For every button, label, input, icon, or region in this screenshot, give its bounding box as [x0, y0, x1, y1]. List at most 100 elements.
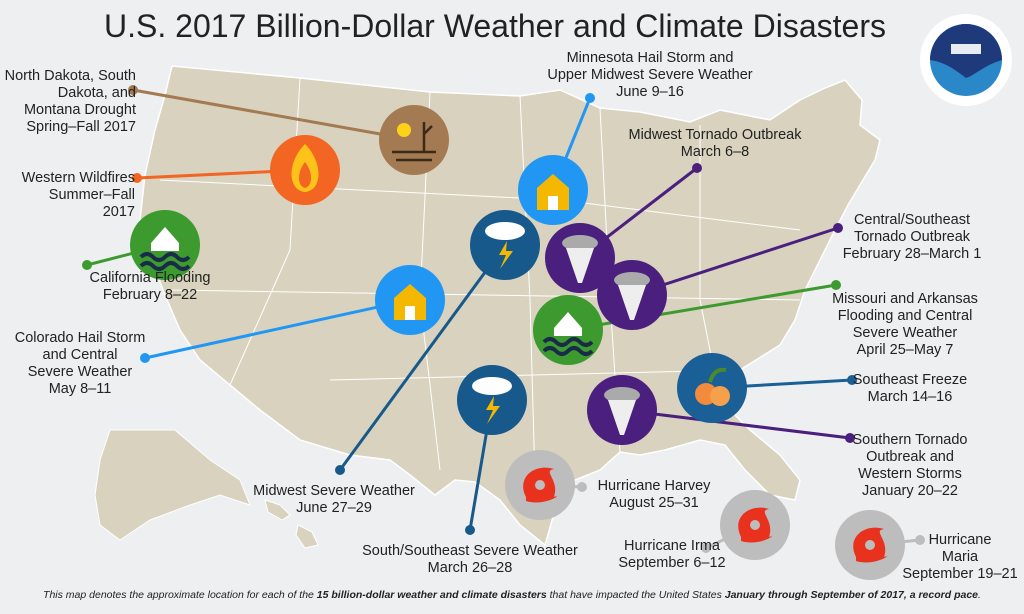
south-se-severe-label: South/Southeast Severe Weather March 26–2…: [362, 543, 578, 577]
label-line: August 25–31: [609, 495, 699, 511]
irma-dot: [701, 543, 711, 553]
central-se-tornado-dot: [833, 223, 843, 233]
label-line: June 27–29: [296, 500, 372, 516]
hawaii: [264, 499, 319, 549]
label-line: Midwest Tornado Outbreak: [628, 127, 802, 143]
harvey-label: Hurricane Harvey August 25–31: [598, 478, 711, 512]
midwest-tornado-tornado-icon[interactable]: [545, 223, 615, 293]
footer-bold: January through September of 2017, a rec…: [724, 589, 979, 601]
label-line: Southern Tornado: [852, 432, 968, 448]
footer-text: .: [978, 589, 981, 601]
midwest-tornado-label: Midwest Tornado Outbreak March 6–8: [628, 127, 801, 161]
colorado-hail-connector: [144, 298, 411, 360]
midwest-tornado-dot: [692, 163, 702, 173]
minnesota-hail-label: Minnesota Hail Storm and Upper Midwest Se…: [547, 50, 752, 101]
label-line: and Central: [42, 347, 118, 363]
california-flooding-flood-icon[interactable]: [130, 210, 200, 280]
page-title: U.S. 2017 Billion-Dollar Weather and Cli…: [104, 8, 886, 44]
label-line: Spring–Fall 2017: [26, 119, 136, 135]
harvey-dot: [577, 482, 587, 492]
california-flooding-dot: [82, 260, 92, 270]
missouri-flooding-label: Missouri and Arkansas Flooding and Centra…: [832, 291, 978, 359]
nd-drought-label: North Dakota, South Dakota, and Montana Dr…: [5, 68, 136, 136]
midwest-severe-label: Midwest Severe Weather June 27–29: [253, 483, 415, 517]
nd-drought-drought-icon[interactable]: [379, 105, 449, 175]
label-line: September 6–12: [618, 555, 726, 571]
label-line: Upper Midwest Severe Weather: [547, 67, 753, 83]
label-line: June 9–16: [616, 84, 684, 100]
southern-tornado-tornado-icon[interactable]: [587, 375, 657, 445]
label-line: Severe Weather: [27, 364, 133, 380]
nd-drought-connector: [132, 88, 415, 142]
southern-tornado-dot: [845, 433, 855, 443]
maria-dot: [915, 535, 925, 545]
label-line: Summer–Fall: [48, 187, 135, 203]
minnesota-hail-dot: [585, 93, 595, 103]
nd-drought-dot: [128, 85, 138, 95]
label-line: Central/Southeast: [853, 212, 971, 228]
label-line: Midwest Severe Weather: [253, 483, 415, 499]
colorado-hail-dot: [140, 353, 150, 363]
label-line: Dakota, and: [57, 85, 136, 101]
label-line: Outbreak and: [866, 449, 954, 465]
midwest-severe-severe-icon[interactable]: [470, 210, 540, 280]
missouri-flooding-dot: [831, 280, 841, 290]
noaa-logo: [920, 14, 1012, 106]
label-line: Flooding and Central: [837, 308, 973, 324]
footer-bold: 15 billion-dollar weather and climate di…: [316, 589, 547, 601]
label-line: Southeast Freeze: [852, 372, 968, 388]
colorado-hail-hail-icon[interactable]: [375, 265, 445, 335]
california-flooding-label: California Flooding February 8–22: [90, 270, 211, 304]
harvey-hurricane-icon[interactable]: [505, 450, 575, 520]
label-line: January 20–22: [862, 483, 958, 499]
label-line: April 25–May 7: [856, 342, 954, 358]
central-se-tornado-label: Central/Southeast Tornado Outbreak Februar…: [843, 212, 982, 263]
se-freeze-dot: [847, 375, 857, 385]
label-line: March 14–16: [867, 389, 953, 405]
label-line: March 6–8: [680, 144, 750, 160]
label-line: 2017: [102, 204, 135, 220]
footer-note: This map denotes the approximate locatio…: [0, 589, 1024, 601]
western-wildfires-wildfire-icon[interactable]: [270, 135, 340, 205]
label-line: Western Wildfires: [21, 170, 135, 186]
label-line: September 19–21: [902, 566, 1018, 582]
label-line: South/Southeast Severe Weather: [362, 543, 578, 559]
label-line: Maria: [941, 549, 979, 565]
colorado-hail-label: Colorado Hail Storm and Central Severe Wea…: [15, 330, 146, 398]
label-line: Hurricane: [928, 532, 992, 548]
irma-hurricane-icon[interactable]: [720, 490, 790, 560]
se-freeze-label: Southeast Freeze March 14–16: [853, 372, 967, 406]
label-line: Minnesota Hail Storm and: [566, 50, 734, 66]
central-se-tornado-tornado-icon[interactable]: [597, 260, 667, 330]
southern-tornado-connector: [621, 408, 851, 440]
label-line: March 26–28: [427, 560, 513, 576]
label-line: California Flooding: [89, 270, 211, 286]
label-line: Tornado Outbreak: [853, 229, 971, 245]
maria-label: Hurricane Maria September 19–21: [902, 532, 1017, 583]
se-freeze-freeze-icon[interactable]: [677, 353, 747, 423]
label-line: Severe Weather: [852, 325, 958, 341]
label-line: February 28–March 1: [842, 246, 982, 262]
minnesota-hail-hail-icon[interactable]: [518, 155, 588, 225]
irma-label: Hurricane Irma September 6–12: [618, 538, 725, 572]
label-line: Western Storms: [858, 466, 962, 482]
western-wildfires-dot: [132, 173, 142, 183]
label-line: May 8–11: [48, 381, 112, 397]
south-se-severe-severe-icon[interactable]: [457, 365, 527, 435]
maria-hurricane-icon[interactable]: [835, 510, 905, 580]
missouri-flooding-flood-icon[interactable]: [533, 295, 603, 365]
alaska: [94, 429, 251, 541]
footer-text: that have impacted the United States: [546, 589, 725, 601]
western-wildfires-label: Western Wildfires Summer–Fall 2017: [22, 170, 135, 221]
label-line: North Dakota, South: [4, 68, 136, 84]
southern-tornado-label: Southern Tornado Outbreak and Western Stor…: [852, 432, 967, 500]
footer-text: This map denotes the approximate locatio…: [43, 589, 317, 601]
label-line: Hurricane Harvey: [597, 478, 711, 494]
label-line: Hurricane Irma: [624, 538, 720, 554]
label-line: Montana Drought: [23, 102, 136, 118]
south-se-severe-dot: [465, 525, 475, 535]
label-line: Missouri and Arkansas: [832, 291, 978, 307]
midwest-severe-dot: [335, 465, 345, 475]
label-line: February 8–22: [102, 287, 198, 303]
